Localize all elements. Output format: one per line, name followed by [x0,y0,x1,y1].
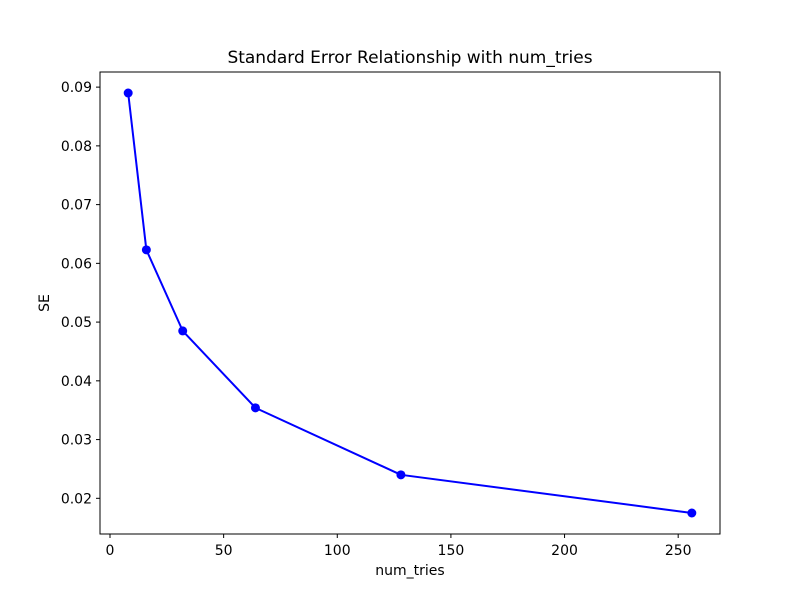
data-point-marker [123,88,133,98]
y-tick-label: 0.04 [61,374,92,390]
y-tick-label: 0.08 [61,139,92,155]
x-tick-label: 100 [324,543,351,559]
y-tick-label: 0.07 [61,198,92,214]
x-tick-label: 250 [665,543,692,559]
plot-area: 0 50 100 150 200 250 0.02 0.03 0.04 0.05 0.06 0.07 0… [61,71,721,559]
x-tick-label: 0 [106,543,115,559]
data-point-marker [141,245,151,255]
data-point-marker [687,508,697,518]
data-point-marker [178,326,188,336]
se-line [127,92,693,514]
data-point-marker [396,470,406,480]
x-tick-label: 150 [438,543,465,559]
y-axis-label: SE [37,294,53,312]
y-tick-label: 0.03 [61,433,92,449]
y-tick-label: 0.02 [61,491,92,507]
y-tick-label: 0.05 [61,315,92,331]
x-tick-label: 200 [551,543,578,559]
axes-frame [99,71,721,535]
x-tick-label: 50 [215,543,233,559]
x-axis-label: num_tries [375,563,444,579]
y-tick-label: 0.09 [61,80,92,96]
chart-title: Standard Error Relationship with num_tri… [227,48,592,68]
y-tick-label: 0.06 [61,256,92,272]
data-point-marker [250,403,260,413]
